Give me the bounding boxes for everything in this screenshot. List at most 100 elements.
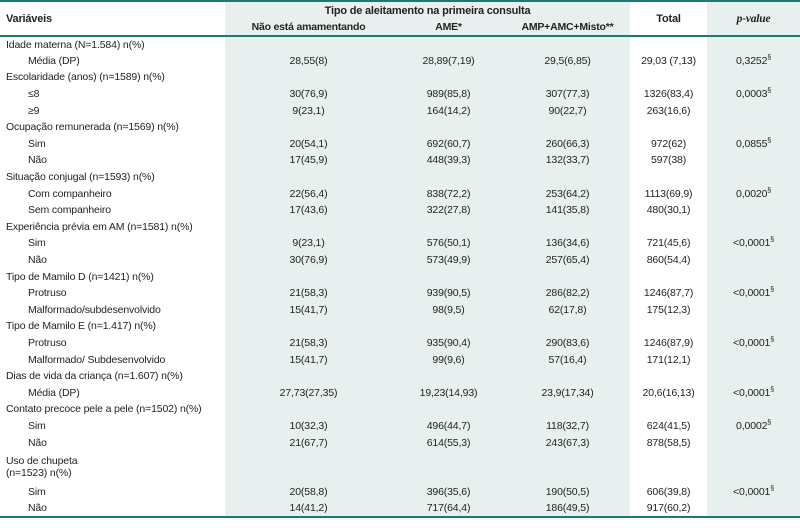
cell-not-breastfeeding: 22(56,4) <box>225 185 392 202</box>
data-row: Média (DP) 27,73(27,35) 19,23(14,93) 23,9(1… <box>0 384 800 402</box>
cell-not-breastfeeding <box>225 268 392 285</box>
cell-total: 917(60,2) <box>630 500 708 518</box>
cell-amp-amc-misto: 253(64,2) <box>505 185 631 202</box>
cell-not-breastfeeding: 17(43,6) <box>225 201 392 219</box>
category-row: Uso de chupeta (n=1523) n(%) <box>0 450 800 484</box>
category-row: Contato precoce pele a pele (n=1502) n(%… <box>0 401 800 418</box>
row-label: Sem companheiro <box>0 201 225 219</box>
category-row: Tipo de Mamilo D (n=1421) n(%) <box>0 268 800 285</box>
cell-not-breastfeeding: 17(45,9) <box>225 152 392 169</box>
cell-not-breastfeeding: 15(41,7) <box>225 351 392 368</box>
row-label: Idade materna (N=1.584) n(%) <box>0 35 225 53</box>
cell-ame: 717(64,4) <box>392 500 505 518</box>
cell-amp-amc-misto <box>505 401 631 418</box>
cell-pvalue: <0,0001§ <box>707 334 800 352</box>
cell-not-breastfeeding: 20(54,1) <box>225 135 392 153</box>
column-header-not-breastfeeding: Não está amamentando <box>225 19 392 36</box>
data-row: Sim 20(54,1) 692(60,7) 260(66,3) 972(62) 0,08… <box>0 135 800 153</box>
row-label: Experiência prévia em AM (n=1581) n(%) <box>0 218 225 236</box>
cell-ame <box>392 69 505 86</box>
cell-not-breastfeeding: 30(76,9) <box>225 85 392 103</box>
cell-not-breastfeeding: 15(41,7) <box>225 301 392 319</box>
category-row: Dias de vida da criança (n=1.607) n(%) <box>0 367 800 385</box>
row-label: Média (DP) <box>0 52 225 70</box>
cell-amp-amc-misto: 29,5(6,85) <box>505 52 631 70</box>
data-row: Não 17(45,9) 448(39,3) 132(33,7) 597(38) <box>0 152 800 169</box>
cell-total <box>630 401 708 418</box>
pvalue-footnote-marker: § <box>767 419 772 427</box>
cell-ame: 322(27,8) <box>392 201 505 219</box>
row-label: Escolaridade (anos) (n=1589) n(%) <box>0 69 225 86</box>
cell-not-breastfeeding: 30(76,9) <box>225 251 392 269</box>
cell-pvalue <box>707 450 800 484</box>
column-header-pvalue: p-value <box>707 1 800 36</box>
pvalue-footnote-marker: § <box>767 137 772 145</box>
cell-not-breastfeeding: 20(58,8) <box>225 483 392 501</box>
data-row: Protruso 21(58,3) 939(90,5) 286(82,2) 1246(8… <box>0 284 800 302</box>
row-label: Sim <box>0 483 225 501</box>
cell-total: 1246(87,9) <box>630 334 708 352</box>
cell-total: 1113(69,9) <box>630 185 708 202</box>
cell-amp-amc-misto <box>505 367 631 385</box>
row-label: Ocupação remunerada (n=1569) n(%) <box>0 118 225 136</box>
cell-pvalue: <0,0001§ <box>707 284 800 302</box>
cell-ame <box>392 401 505 418</box>
cell-pvalue <box>707 35 800 53</box>
cell-total: 972(62) <box>630 135 708 153</box>
cell-ame: 573(49,9) <box>392 251 505 269</box>
cell-ame: 576(50,1) <box>392 235 505 252</box>
cell-not-breastfeeding <box>225 450 392 484</box>
row-label: Malformado/subdesenvolvido <box>0 301 225 319</box>
cell-pvalue: <0,0001§ <box>707 384 800 402</box>
cell-pvalue: <0,0001§ <box>707 483 800 501</box>
cell-ame: 939(90,5) <box>392 284 505 302</box>
cell-amp-amc-misto: 243(67,3) <box>505 434 631 451</box>
cell-pvalue: <0,0001§ <box>707 235 800 252</box>
cell-amp-amc-misto: 90(22,7) <box>505 102 631 119</box>
category-row: Idade materna (N=1.584) n(%) <box>0 35 800 53</box>
cell-not-breastfeeding: 21(58,3) <box>225 284 392 302</box>
cell-not-breastfeeding <box>225 218 392 236</box>
cell-total: 29,03 (7,13) <box>630 52 708 70</box>
category-row: Experiência prévia em AM (n=1581) n(%) <box>0 218 800 236</box>
cell-pvalue <box>707 318 800 335</box>
cell-not-breastfeeding <box>225 401 392 418</box>
cell-ame <box>392 268 505 285</box>
cell-amp-amc-misto: 286(82,2) <box>505 284 631 302</box>
row-label: Situação conjugal (n=1593) n(%) <box>0 168 225 186</box>
data-row: ≤8 30(76,9) 989(85,8) 307(77,3) 1326(83,4) 0,… <box>0 85 800 103</box>
data-row: Malformado/ Subdesenvolvido 15(41,7) 99(9,… <box>0 351 800 368</box>
column-header-ame: AME* <box>392 19 505 36</box>
data-row: Sem companheiro 17(43,6) 322(27,8) 141(35,8… <box>0 201 800 219</box>
cell-pvalue <box>707 69 800 86</box>
cell-amp-amc-misto: 118(32,7) <box>505 417 631 435</box>
cell-ame: 28,89(7,19) <box>392 52 505 70</box>
pvalue-footnote-marker: § <box>767 54 772 62</box>
cell-ame: 19,23(14,93) <box>392 384 505 402</box>
row-label: Não <box>0 434 225 451</box>
cell-total <box>630 318 708 335</box>
cell-not-breastfeeding <box>225 69 392 86</box>
row-label: Malformado/ Subdesenvolvido <box>0 351 225 368</box>
cell-pvalue: 0,3252§ <box>707 52 800 70</box>
row-label: Uso de chupeta (n=1523) n(%) <box>0 450 225 484</box>
cell-total <box>630 268 708 285</box>
cell-amp-amc-misto: 62(17,8) <box>505 301 631 319</box>
cell-amp-amc-misto <box>505 318 631 335</box>
data-row: Não 30(76,9) 573(49,9) 257(65,4) 860(54,4) <box>0 251 800 269</box>
column-header-amp-amc-misto: AMP+AMC+Misto** <box>505 19 631 36</box>
cell-total: 480(30,1) <box>630 201 708 219</box>
cell-ame: 164(14,2) <box>392 102 505 119</box>
cell-ame: 838(72,2) <box>392 185 505 202</box>
cell-pvalue <box>707 118 800 136</box>
cell-not-breastfeeding: 28,55(8) <box>225 52 392 70</box>
row-label: Não <box>0 152 225 169</box>
cell-not-breastfeeding: 21(67,7) <box>225 434 392 451</box>
cell-pvalue <box>707 168 800 186</box>
cell-not-breastfeeding <box>225 367 392 385</box>
cell-not-breastfeeding: 27,73(27,35) <box>225 384 392 402</box>
pvalue-footnote-marker: § <box>770 386 774 394</box>
cell-not-breastfeeding <box>225 35 392 53</box>
cell-total: 721(45,6) <box>630 235 708 252</box>
cell-not-breastfeeding: 14(41,2) <box>225 500 392 518</box>
